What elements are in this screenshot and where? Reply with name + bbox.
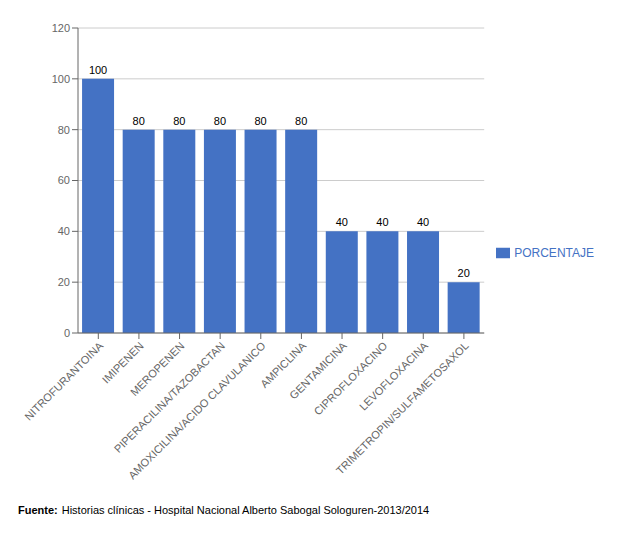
svg-text:80: 80 [295,115,307,127]
svg-text:80: 80 [58,124,70,136]
svg-text:40: 40 [417,216,429,228]
svg-text:120: 120 [52,22,70,34]
svg-text:AMPICLINA: AMPICLINA [257,339,309,390]
svg-text:PIPERACILINA/TAZOBACTAN: PIPERACILINA/TAZOBACTAN [111,339,228,455]
html-text:Fuente: Historias clínicas - H: Fuente: Historias clínicas - Hospital Na… [18,504,430,516]
svg-text:AMOXICILINA/ACIDO CLAVULANICO: AMOXICILINA/ACIDO CLAVULANICO [126,339,268,481]
svg-text:80: 80 [214,115,226,127]
svg-text:100: 100 [89,64,107,76]
svg-text:CIPROFLOXACINO: CIPROFLOXACINO [312,339,390,417]
svg-text:100: 100 [52,73,70,85]
svg-text:40: 40 [58,225,70,237]
svg-text:20: 20 [458,267,470,279]
svg-text:TRIMETROPIN/SULFAMETOSAXOL: TRIMETROPIN/SULFAMETOSAXOL [334,339,471,476]
svg-text:60: 60 [58,174,70,186]
svg-text:80: 80 [133,115,145,127]
svg-text:40: 40 [336,216,348,228]
svg-text:40: 40 [376,216,388,228]
svg-text:GENTAMICINA: GENTAMICINA [287,339,349,402]
svg-text:80: 80 [254,115,266,127]
svg-text:0: 0 [64,327,70,339]
svg-text:20: 20 [58,276,70,288]
html-text:PORCENTAJE: PORCENTAJE [514,245,594,260]
svg-text:IMIPENEN: IMIPENEN [99,339,146,386]
svg-text:80: 80 [173,115,185,127]
svg-text:LEVOFLOXACINA: LEVOFLOXACINA [357,339,431,413]
svg-text:MEROPENEN: MEROPENEN [127,339,187,399]
svg-text:NITROFURANTOINA: NITROFURANTOINA [22,339,106,423]
